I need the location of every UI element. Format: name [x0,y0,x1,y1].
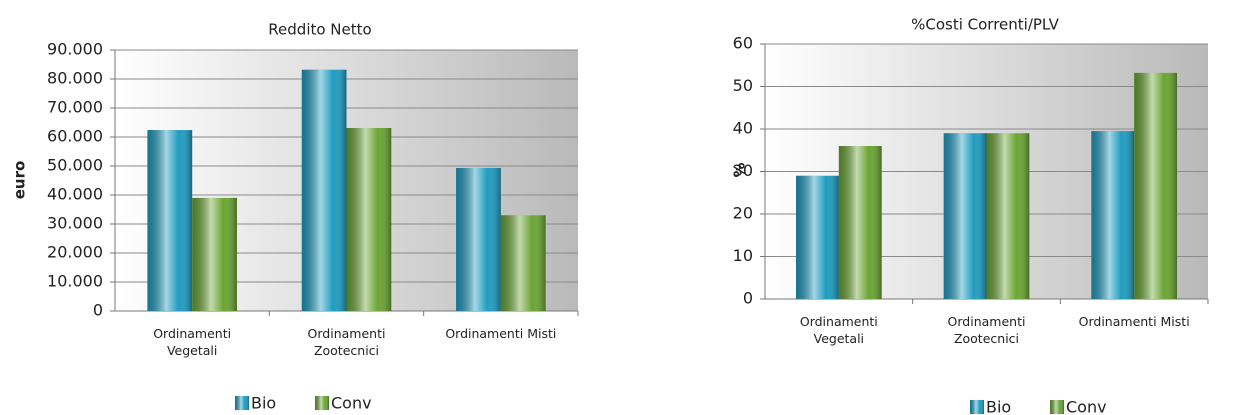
bar [943,133,987,299]
y-tick-label: 0 [93,301,103,320]
y-axis-label: euro [11,161,29,200]
legend-label: Bio [986,398,1011,415]
legend-swatch-shine [1050,400,1064,414]
y-tick-label: 30.000 [47,214,103,233]
y-tick-label: 20.000 [47,243,103,262]
chart-title: Reddito Netto [268,21,371,39]
legend-swatch-shine [235,396,249,410]
x-tick-label: Ordinamenti Vegetali [153,326,232,358]
y-axis-label: % [731,162,749,177]
bar [1134,72,1177,300]
bar [796,175,839,299]
x-tick-label: Ordinamenti Zootecnici [307,326,386,358]
legend-label: Conv [331,394,372,413]
bar [147,130,193,311]
y-tick-label: 80.000 [47,69,103,88]
x-tick-label: Ordinamenti Misti [445,326,557,341]
y-tick-label: 70.000 [47,98,103,117]
y-tick-label: 0 [743,289,753,308]
legend-swatch-shine [970,400,984,414]
legend-label: Bio [251,394,276,413]
y-tick-label: 50.000 [47,156,103,175]
y-tick-label: 30 [733,161,753,180]
y-tick-label: 40 [733,119,753,138]
y-tick-label: 90.000 [47,40,103,59]
legend-swatch-shine [315,396,329,410]
y-tick-label: 40.000 [47,185,103,204]
bar [456,168,501,311]
x-tick-label: Ordinamenti Zootecnici [947,314,1026,346]
legend-label: Conv [1066,398,1107,415]
y-tick-label: 10.000 [47,272,103,291]
bar [500,215,546,311]
bar [986,133,1030,299]
x-tick-label: Ordinamenti Vegetali [799,314,878,346]
y-tick-label: 60.000 [47,127,103,146]
y-tick-label: 50 [733,76,753,95]
y-tick-label: 10 [733,246,753,265]
bar [346,128,392,311]
bar [838,146,882,299]
chart-title: %Costi Correnti/PLV [911,16,1060,34]
bar [192,197,237,311]
y-tick-label: 60 [733,34,753,53]
y-tick-label: 20 [733,204,753,223]
bar [301,69,347,311]
x-tick-label: Ordinamenti Misti [1078,314,1190,329]
bar [1091,131,1135,299]
